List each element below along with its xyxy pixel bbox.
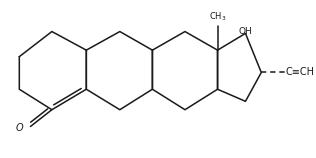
Text: CH$_3$: CH$_3$ xyxy=(209,11,226,23)
Text: OH: OH xyxy=(239,27,252,36)
Text: C≡CH: C≡CH xyxy=(285,67,314,77)
Text: O: O xyxy=(15,123,23,133)
